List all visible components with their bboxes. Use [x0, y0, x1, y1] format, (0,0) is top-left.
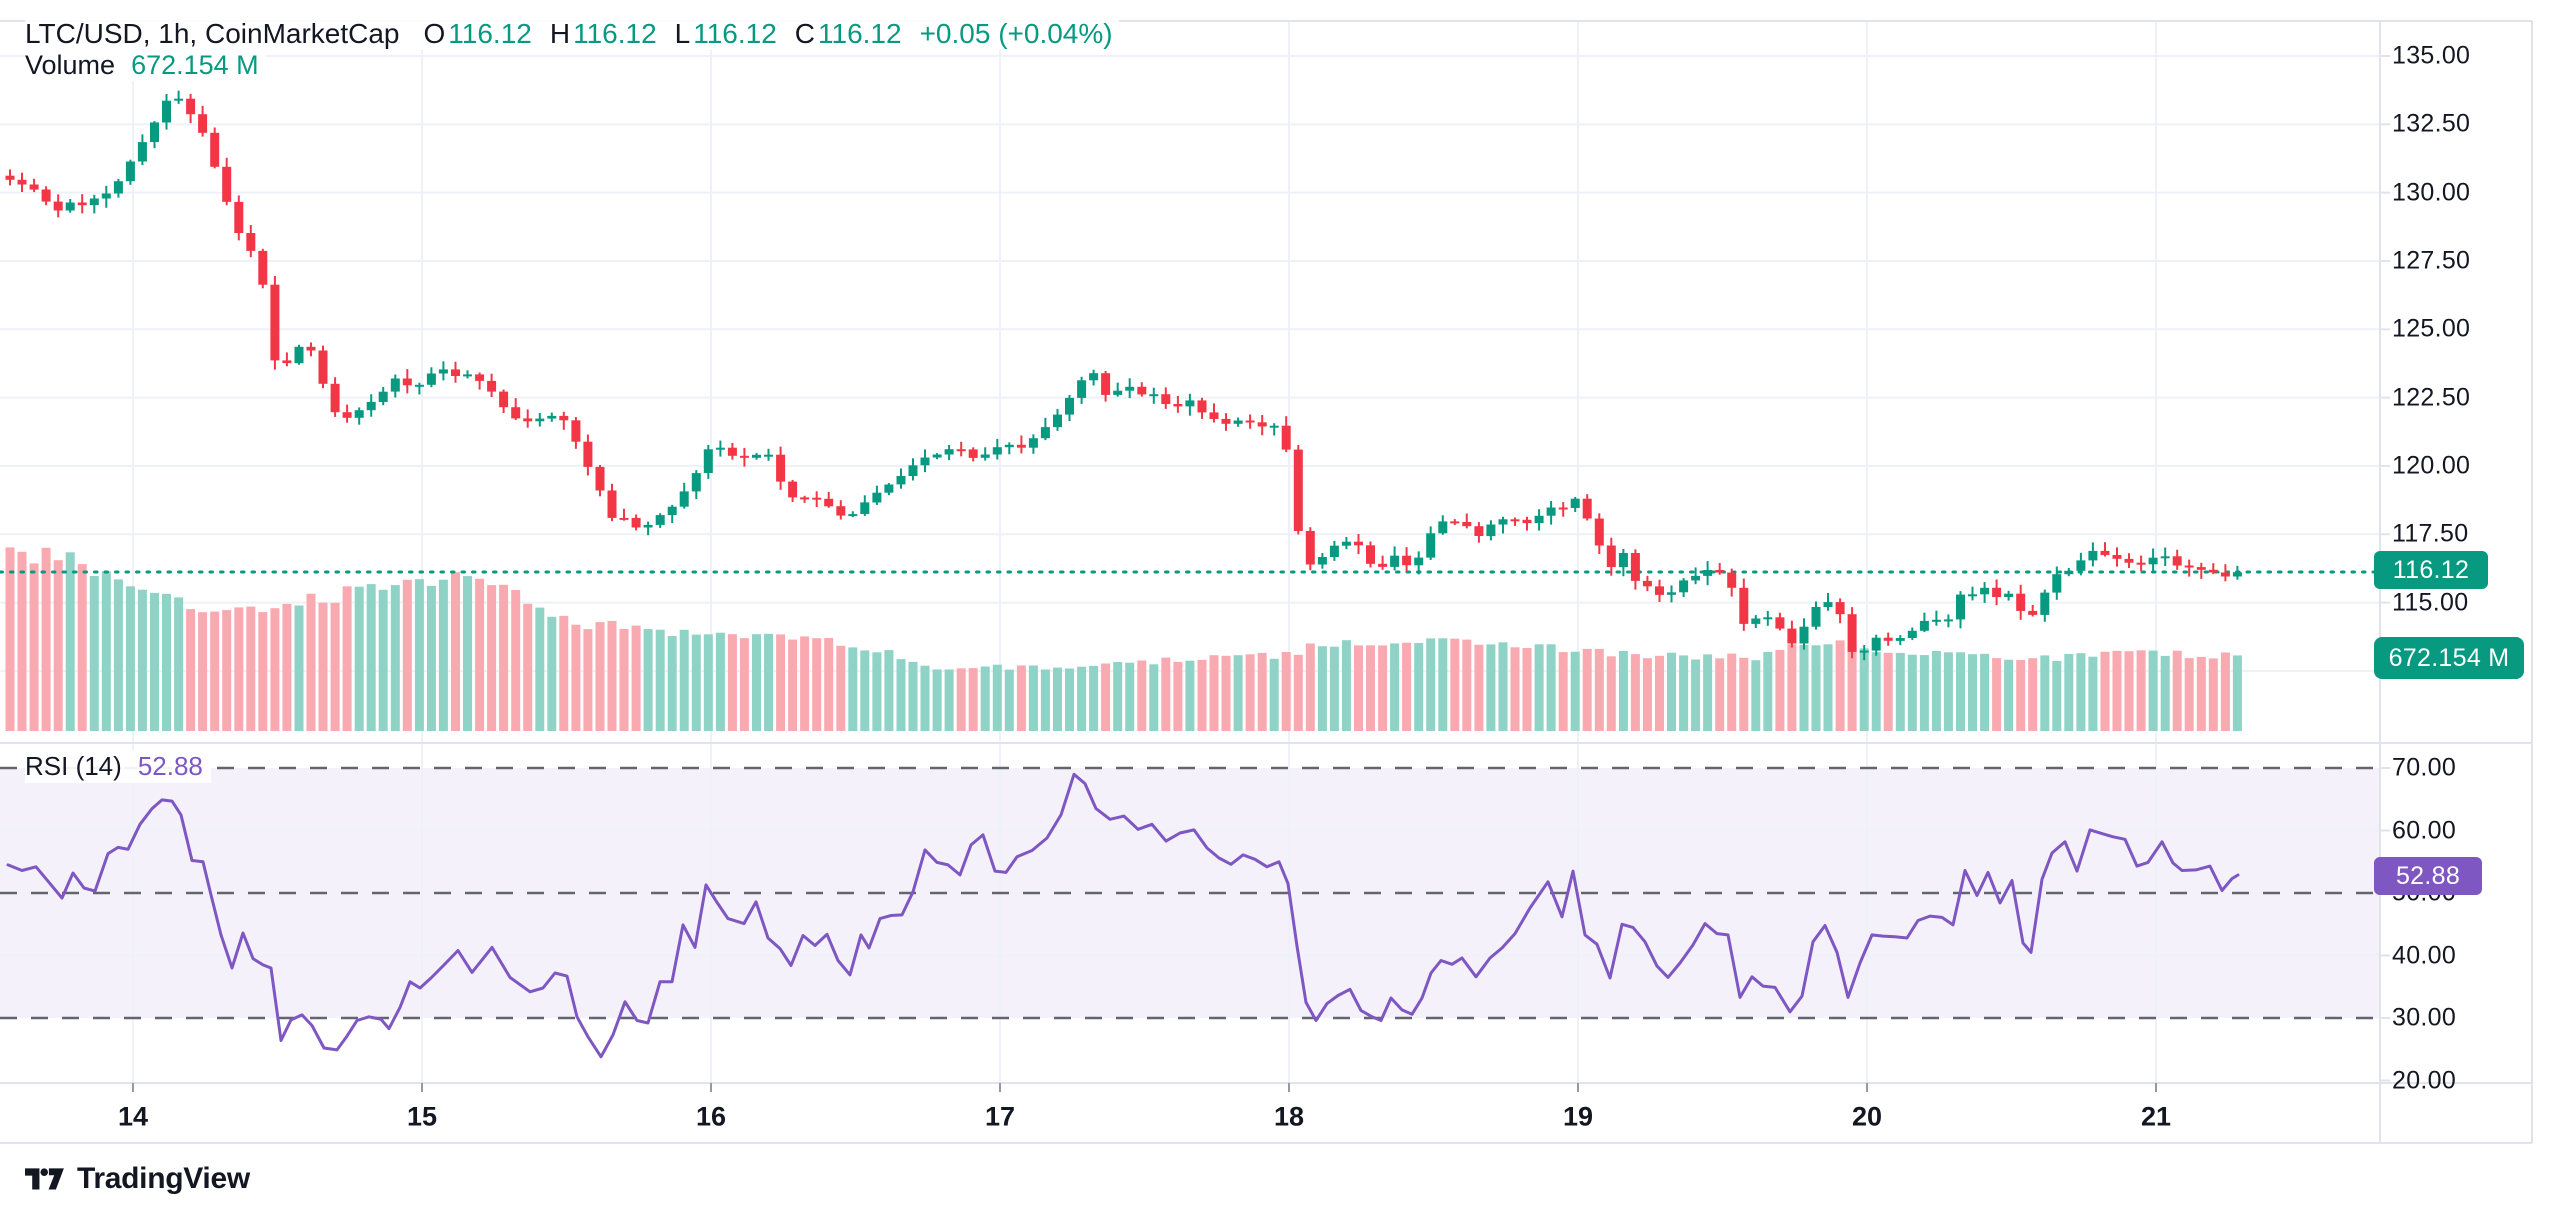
- rsi-axis-label: 70.00: [2392, 753, 2457, 782]
- high-value: H 116.12: [549, 18, 657, 49]
- price-axis-label: 122.50: [2392, 383, 2471, 412]
- rsi-legend-row[interactable]: RSI (14) 52.88: [25, 750, 211, 783]
- symbol-title: LTC/USD, 1h, CoinMarketCap: [25, 18, 400, 49]
- rsi-dashed-levels: [0, 766, 2380, 1020]
- low-value: L 116.12: [674, 18, 777, 49]
- time-axis-label: 21: [2140, 1101, 2172, 1132]
- time-axis-label: 18: [1273, 1101, 1305, 1132]
- price-axis-label: 135.00: [2392, 41, 2471, 70]
- tradingview-logo-icon: [25, 1167, 64, 1189]
- time-tick-stubs: [132, 1083, 2157, 1092]
- rsi-axis-label: 30.00: [2392, 1003, 2457, 1032]
- axis-tick-stubs: [2380, 55, 2390, 1082]
- rsi-value-badge: 52.88: [2374, 857, 2482, 895]
- tradingview-logo[interactable]: TradingView: [25, 1162, 250, 1196]
- last-price-badge: 116.12: [2374, 551, 2488, 589]
- rsi-axis-label: 60.00: [2392, 816, 2457, 844]
- rsi-axis-label: 40.00: [2392, 941, 2457, 969]
- price-axis-label: 120.00: [2392, 451, 2471, 480]
- last-volume-badge: 672.154 M: [2374, 637, 2524, 679]
- rsi-label: RSI (14): [25, 751, 122, 781]
- close-value: C 116.12: [794, 18, 902, 49]
- symbol-legend-row[interactable]: LTC/USD, 1h, CoinMarketCap O 116.12 H 116.…: [25, 18, 1119, 50]
- time-axis-label: 20: [1851, 1101, 1883, 1132]
- time-axis-label: 14: [117, 1101, 149, 1132]
- ohlc-values: O 116.12 H 116.12 L 116.12 C 116.12 +0.05 (+…: [424, 18, 1113, 50]
- grid-layer: [0, 21, 2380, 1083]
- rsi-line: [6, 772, 2240, 1059]
- change-value: +0.05 (+0.04%): [919, 18, 1113, 49]
- tradingview-logo-text: TradingView: [77, 1162, 250, 1195]
- price-axis-label: 127.50: [2392, 246, 2471, 275]
- price-axis-label: 117.50: [2392, 519, 2469, 548]
- rsi-axis-label: 20.00: [2392, 1066, 2457, 1094]
- price-axis-label: 125.00: [2392, 314, 2471, 343]
- time-axis-label: 16: [695, 1101, 727, 1132]
- rsi-value: 52.88: [137, 751, 203, 781]
- price-axis-label: 132.50: [2392, 109, 2471, 138]
- price-axis-label: 130.00: [2392, 178, 2471, 207]
- open-value: O 116.12: [423, 18, 532, 49]
- time-axis-label: 15: [406, 1101, 438, 1132]
- time-axis-label: 17: [984, 1101, 1016, 1132]
- price-axis-label: 115.00: [2392, 588, 2469, 617]
- volume-value: 672.154 M: [131, 50, 259, 80]
- time-axis-label: 19: [1562, 1101, 1594, 1132]
- candles-layer: [5, 90, 2242, 661]
- volume-legend-row[interactable]: Volume 672.154 M: [25, 50, 265, 81]
- volume-label: Volume: [25, 50, 116, 80]
- volume-layer: [5, 547, 2242, 731]
